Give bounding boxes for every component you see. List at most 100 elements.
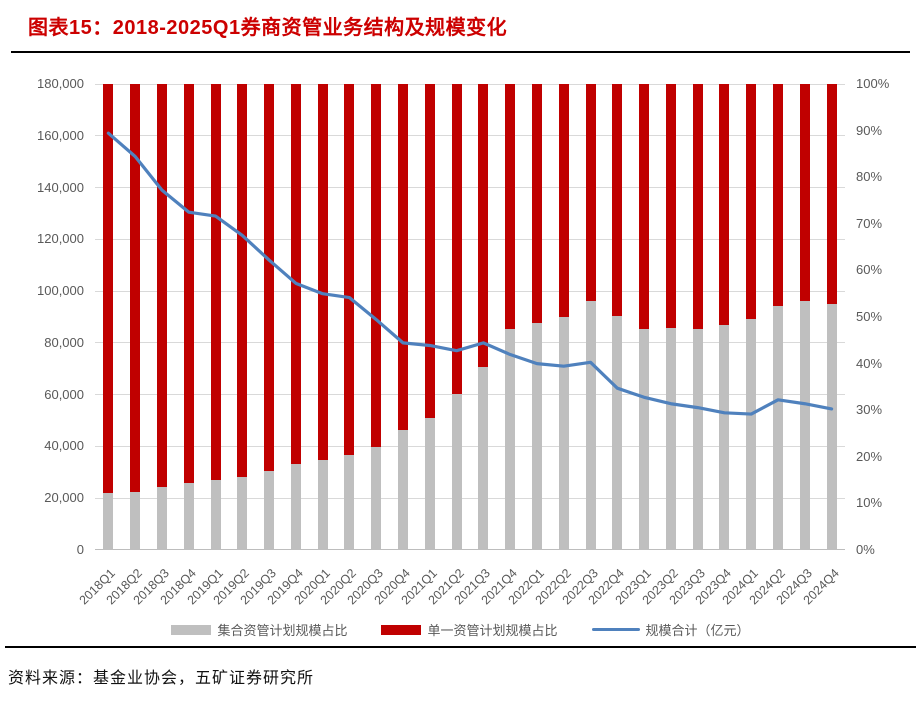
total-scale-line	[106, 131, 834, 416]
bar-segment-single	[746, 84, 757, 319]
right-axis-tick: 20%	[856, 448, 883, 464]
bar-segment-collective	[799, 300, 810, 550]
bar-segment-collective	[451, 394, 462, 550]
legend: 集合资管计划规模占比 单一资管计划规模占比 规模合计（亿元）	[0, 620, 921, 639]
legend-item: 集合资管计划规模占比	[171, 620, 347, 639]
bar-segment-collective	[317, 459, 328, 550]
legend-label: 规模合计（亿元）	[645, 623, 750, 638]
bar-segment-collective	[290, 463, 301, 550]
right-axis-tick: 70%	[856, 215, 883, 231]
bar-segment-collective	[692, 329, 703, 550]
legend-line-swatch	[591, 627, 640, 632]
bar-segment-single	[210, 84, 221, 480]
right-axis-tick: 50%	[856, 309, 883, 324]
bar-segment-single	[424, 84, 435, 418]
legend-item: 单一资管计划规模占比	[381, 620, 558, 639]
left-axis-tick: 100,000	[37, 283, 84, 299]
bar-segment-collective	[639, 329, 650, 550]
gridline	[95, 290, 845, 292]
right-axis-tick: 60%	[856, 262, 883, 278]
bar-segment-collective	[826, 303, 837, 550]
gridline	[95, 445, 845, 447]
bar-segment-single	[531, 84, 542, 323]
bar-segment-single	[183, 84, 194, 483]
bar-segment-single	[156, 84, 167, 488]
bar-segment-collective	[719, 324, 730, 550]
bar-segment-single	[130, 84, 141, 493]
gridline	[95, 342, 845, 344]
bar-segment-single	[612, 84, 623, 317]
legend-bar-swatch	[171, 624, 212, 635]
left-axis-tick: 140,000	[37, 179, 84, 195]
bar-segment-single	[505, 84, 516, 330]
bar-segment-single	[290, 84, 301, 464]
bar-segment-single	[478, 84, 489, 367]
bar-segment-collective	[585, 300, 596, 550]
right-axis-tick: 100%	[856, 76, 890, 91]
bar-segment-single	[639, 84, 650, 330]
source-note: 资料来源：基金业协会，五矿证券研究所	[8, 670, 315, 687]
bar-segment-collective	[237, 476, 248, 550]
legend-item: 规模合计（亿元）	[591, 620, 750, 639]
bar-segment-single	[103, 84, 114, 494]
bar-segment-collective	[746, 318, 757, 550]
figure-title: 图表15：2018-2025Q1券商资管业务结构及规模变化	[28, 17, 508, 39]
gridline	[95, 135, 845, 137]
left-axis-tick: 80,000	[44, 334, 84, 350]
bar-segment-single	[371, 84, 382, 448]
legend-label: 集合资管计划规模占比	[217, 623, 348, 638]
bar-segment-single	[451, 84, 462, 395]
bar-segment-collective	[344, 455, 355, 550]
bar-segment-single	[398, 84, 409, 431]
left-axis-tick: 180,000	[37, 76, 84, 91]
x-axis-line	[95, 549, 845, 550]
bar-segment-single	[826, 84, 837, 304]
bar-segment-collective	[398, 430, 409, 550]
gridline	[95, 238, 845, 240]
right-axis-tick: 80%	[856, 169, 883, 185]
bar-segment-collective	[371, 447, 382, 550]
bar-segment-single	[665, 84, 676, 329]
legend-label: 单一资管计划规模占比	[427, 623, 558, 638]
left-axis-tick: 120,000	[37, 231, 84, 247]
gridline	[95, 187, 845, 189]
bar-segment-collective	[665, 328, 676, 550]
bar-segment-collective	[103, 493, 114, 550]
legend-bar-swatch	[381, 624, 422, 635]
total-scale-polyline	[106, 131, 834, 416]
bar-segment-collective	[478, 366, 489, 550]
right-axis-tick: 40%	[856, 355, 883, 371]
bar-segment-collective	[558, 316, 569, 550]
bar-segment-single	[344, 84, 355, 456]
bar-segment-single	[237, 84, 248, 477]
bar-segment-collective	[531, 322, 542, 550]
bar-segment-single	[317, 84, 328, 460]
left-axis-tick: 20,000	[44, 490, 84, 506]
bar-segment-collective	[424, 417, 435, 550]
right-axis-tick: 30%	[856, 402, 883, 418]
chart: 0 20,000 40,000 60,000 80,000 100,000 120,000 1…	[0, 60, 921, 640]
left-axis-tick: 160,000	[37, 127, 84, 143]
right-axis-tick: 10%	[856, 495, 883, 511]
plot-area	[95, 83, 845, 550]
footer-divider	[5, 646, 916, 648]
bar-segment-single	[264, 84, 275, 472]
bar-segment-collective	[264, 471, 275, 550]
left-axis-tick: 60,000	[44, 386, 84, 402]
bar-segment-single	[773, 84, 784, 306]
bar-segment-collective	[612, 316, 623, 550]
right-axis-tick: 0%	[856, 542, 875, 557]
bar-segment-collective	[130, 492, 141, 550]
bar-segment-single	[692, 84, 703, 330]
bar-segment-single	[719, 84, 730, 325]
bar-segment-collective	[156, 487, 167, 550]
bar-segment-single	[799, 84, 810, 301]
left-axis-tick: 0	[76, 542, 84, 557]
left-axis-tick: 40,000	[44, 438, 84, 454]
bar-segment-collective	[183, 482, 194, 550]
bar-segment-collective	[210, 479, 221, 550]
gridline	[95, 83, 845, 85]
gridline	[95, 394, 845, 396]
bar-segment-collective	[505, 329, 516, 550]
